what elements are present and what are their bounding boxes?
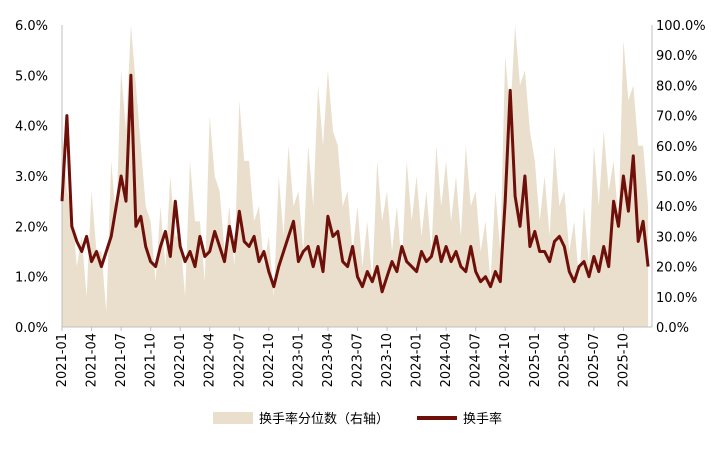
right-tick-label: 60.0% bbox=[656, 140, 697, 155]
left-tick-label: 2.0% bbox=[15, 220, 48, 235]
legend-label-turnover: 换手率 bbox=[463, 412, 503, 427]
x-tick-label: 2022-01 bbox=[173, 333, 188, 387]
right-tick-label: 30.0% bbox=[656, 230, 697, 245]
x-tick-label: 2022-07 bbox=[232, 333, 247, 387]
left-tick-label: 3.0% bbox=[15, 170, 48, 185]
percentile-area bbox=[62, 25, 649, 327]
x-tick-label: 2024-10 bbox=[498, 333, 513, 387]
turnover-line bbox=[60, 73, 650, 294]
x-tick-label: 2023-10 bbox=[380, 333, 395, 387]
x-tick-label: 2025-07 bbox=[587, 333, 602, 387]
right-tick-label: 80.0% bbox=[656, 79, 697, 94]
right-tick-label: 50.0% bbox=[656, 170, 697, 185]
left-tick-label: 1.0% bbox=[15, 271, 48, 286]
x-tick-label: 2021-07 bbox=[114, 333, 129, 387]
x-tick-label: 2025-01 bbox=[528, 333, 543, 387]
legend-swatch-area bbox=[212, 411, 253, 424]
right-tick-label: 0.0% bbox=[656, 321, 689, 336]
x-tick-label: 2025-10 bbox=[616, 333, 631, 387]
left-tick-label: 0.0% bbox=[15, 321, 48, 336]
x-tick-label: 2022-10 bbox=[262, 333, 277, 387]
right-tick-label: 100.0% bbox=[656, 19, 706, 34]
x-tick-label: 2024-07 bbox=[469, 333, 484, 387]
x-tick-label: 2022-04 bbox=[203, 333, 218, 387]
legend-swatch-line bbox=[417, 415, 457, 420]
x-tick-label: 2024-04 bbox=[439, 333, 454, 387]
right-tick-label: 70.0% bbox=[656, 110, 697, 125]
left-tick-label: 4.0% bbox=[15, 120, 48, 135]
x-tick-label: 2021-01 bbox=[55, 333, 70, 387]
legend: 换手率分位数（右轴） 换手率 bbox=[0, 408, 715, 427]
left-tick-label: 6.0% bbox=[15, 19, 48, 34]
legend-item-percentile: 换手率分位数（右轴） bbox=[212, 408, 389, 427]
legend-item-turnover: 换手率 bbox=[417, 408, 502, 427]
x-tick-label: 2024-01 bbox=[410, 333, 425, 387]
legend-label-percentile: 换手率分位数（右轴） bbox=[258, 412, 389, 427]
right-tick-label: 90.0% bbox=[656, 49, 697, 64]
right-tick-label: 20.0% bbox=[656, 261, 697, 276]
left-tick-label: 5.0% bbox=[15, 69, 48, 84]
right-tick-label: 10.0% bbox=[656, 291, 697, 306]
x-tick-label: 2021-04 bbox=[85, 333, 100, 387]
x-tick-label: 2023-01 bbox=[291, 333, 306, 387]
right-tick-label: 40.0% bbox=[656, 200, 697, 215]
x-tick-label: 2023-07 bbox=[350, 333, 365, 387]
x-tick-label: 2023-04 bbox=[321, 333, 336, 387]
x-tick-label: 2025-04 bbox=[557, 333, 572, 387]
x-tick-label: 2021-10 bbox=[144, 333, 159, 387]
